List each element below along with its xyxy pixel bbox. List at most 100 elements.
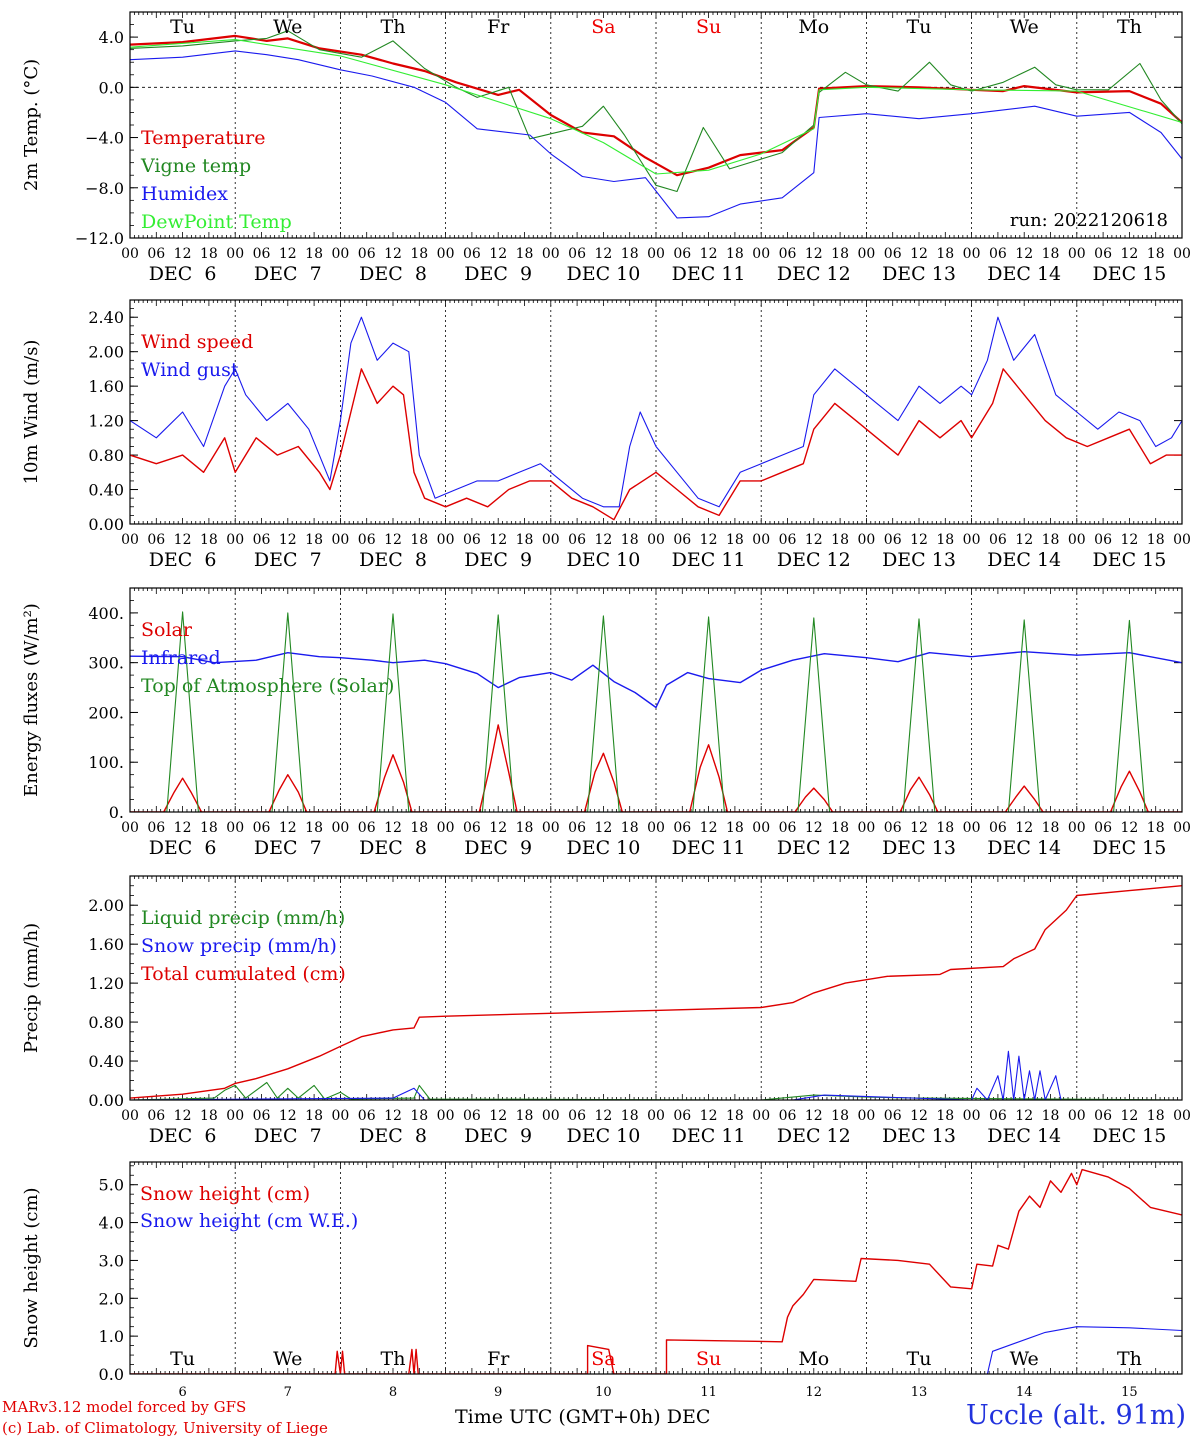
series-line	[130, 1326, 1182, 1374]
hour-label: 12	[700, 532, 718, 548]
hour-label: 00	[647, 532, 665, 548]
hour-label: 18	[200, 246, 218, 262]
series-line	[130, 34, 1182, 177]
hour-label: 18	[200, 532, 218, 548]
hour-label: 12	[174, 532, 192, 548]
hour-label: 12	[489, 820, 507, 836]
hour-label: 00	[331, 246, 349, 262]
weekday-label: We	[273, 16, 302, 38]
hour-label: 06	[673, 820, 691, 836]
y-tick-label: 4.0	[99, 1214, 124, 1233]
panel-frame	[129, 587, 1183, 813]
y-tick-label: 1.60	[88, 935, 124, 954]
hour-label: 12	[805, 246, 823, 262]
hour-label: 06	[358, 820, 376, 836]
series-line	[130, 1050, 1182, 1100]
date-label: DEC 11	[672, 549, 746, 571]
y-tick-label: 3.0	[99, 1251, 124, 1270]
hour-label: 18	[516, 246, 534, 262]
hour-label: 00	[437, 246, 455, 262]
hour-label: 06	[884, 532, 902, 548]
y-tick-label: 2.00	[88, 343, 124, 362]
hour-label: 18	[516, 532, 534, 548]
hour-label: 00	[1068, 246, 1086, 262]
legend-entry: Temperature	[141, 127, 265, 149]
y-tick-label: 1.20	[88, 412, 124, 431]
hour-label: 06	[884, 246, 902, 262]
hour-label: 00	[1068, 532, 1086, 548]
date-label: DEC 15	[1092, 549, 1166, 571]
date-label: DEC 7	[254, 837, 322, 859]
legend-entry: Snow precip (mm/h)	[141, 935, 337, 957]
date-label: DEC 6	[149, 549, 217, 571]
date-label: DEC 12	[777, 1125, 851, 1147]
panel-2: 0.00 0.40 0.80 1.20 1.60 2.00 2.40 10m Wind (m/…	[21, 299, 1191, 571]
date-label: DEC 12	[777, 263, 851, 285]
day-number-label: 13	[911, 1385, 928, 1400]
y-tick-label: 4.0	[99, 28, 124, 47]
hour-label: 06	[253, 532, 271, 548]
hour-label: 18	[621, 820, 639, 836]
weekday-label: Mo	[798, 1348, 829, 1370]
date-label: DEC 15	[1092, 1125, 1166, 1147]
hour-label: 00	[437, 820, 455, 836]
date-label: DEC 9	[464, 263, 532, 285]
hour-label: 18	[305, 246, 323, 262]
hour-label: 12	[279, 532, 297, 548]
day-number-label: 15	[1121, 1385, 1138, 1400]
date-label: DEC 12	[777, 549, 851, 571]
hour-label: 18	[621, 1108, 639, 1124]
series-line	[130, 724, 1182, 812]
hour-label: 12	[1015, 820, 1033, 836]
day-number-label: 7	[284, 1385, 292, 1400]
hour-label: 18	[726, 1108, 744, 1124]
date-label: DEC 13	[882, 1125, 956, 1147]
date-label: DEC 10	[566, 263, 640, 285]
y-tick-label: 0.00	[88, 515, 124, 534]
y-axis-label: Snow height (cm)	[21, 1187, 42, 1348]
series-group	[130, 611, 1182, 812]
hour-label: 00	[1173, 246, 1191, 262]
hour-label: 00	[437, 532, 455, 548]
series-line	[130, 30, 1182, 193]
hour-label: 06	[568, 820, 586, 836]
hour-label: 12	[279, 820, 297, 836]
day-number-label: 8	[389, 1385, 397, 1400]
hour-label: 06	[147, 246, 165, 262]
hour-label: 18	[936, 532, 954, 548]
weekday-label: Th	[381, 16, 406, 38]
weekday-label: Tu	[907, 16, 932, 38]
hour-label: 00	[752, 246, 770, 262]
hour-label: 18	[516, 820, 534, 836]
day-number-label: 11	[700, 1385, 717, 1400]
hour-label: 06	[358, 532, 376, 548]
series-line	[130, 1168, 1182, 1374]
y-tick-label: 1.60	[88, 377, 124, 396]
panel-frame	[129, 875, 1183, 1101]
hour-label: 06	[568, 246, 586, 262]
y-tick-label: 0.00	[88, 1091, 124, 1110]
hour-label: 06	[147, 820, 165, 836]
date-label: DEC 14	[987, 837, 1061, 859]
hour-label: 12	[700, 246, 718, 262]
hour-label: 12	[279, 246, 297, 262]
weekday-label: We	[1010, 1348, 1039, 1370]
hour-label: 18	[831, 246, 849, 262]
weekday-label: Mo	[798, 16, 829, 38]
hour-label: 00	[963, 246, 981, 262]
hour-label: 00	[331, 1108, 349, 1124]
x-axis-title: Time UTC (GMT+0h) DEC	[455, 1406, 711, 1428]
date-label: DEC 14	[987, 263, 1061, 285]
hour-label: 12	[805, 1108, 823, 1124]
weekday-label: Sa	[591, 1348, 615, 1370]
weekday-label: Th	[381, 1348, 406, 1370]
hour-label: 18	[410, 820, 428, 836]
hour-label: 06	[568, 532, 586, 548]
y-tick-label: 400.	[88, 604, 124, 623]
date-label: DEC 8	[359, 1125, 427, 1147]
hour-label: 00	[226, 532, 244, 548]
hour-label: 12	[384, 532, 402, 548]
hour-label: 00	[542, 246, 560, 262]
hour-label: 06	[253, 246, 271, 262]
hour-label: 18	[1147, 820, 1165, 836]
